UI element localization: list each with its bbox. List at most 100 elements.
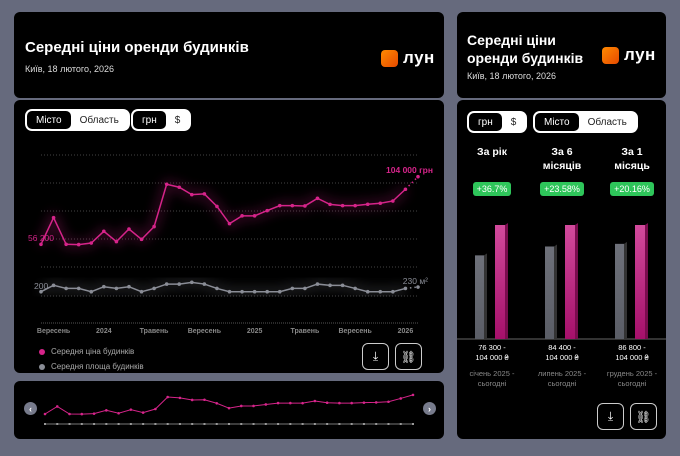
- change-badge: +20.16%: [610, 182, 654, 196]
- region-oblast-option[interactable]: Область: [79, 114, 119, 126]
- range-navigator[interactable]: ‹ ›: [14, 381, 444, 439]
- region-city-option[interactable]: Місто: [535, 113, 579, 131]
- chevron-left-icon[interactable]: ‹: [24, 402, 37, 415]
- navigator-price-line: [44, 394, 414, 415]
- x-tick-label: Вересень: [188, 328, 222, 335]
- range-1-month: 86 800 - 104 000 ₴ грудень 2025 - сьогод…: [597, 343, 667, 389]
- area-point: [416, 285, 420, 289]
- area-point: [139, 289, 144, 294]
- price-point: [190, 192, 194, 197]
- change-badge: +36.7%: [472, 182, 512, 196]
- price-range: 86 800 -: [618, 343, 646, 352]
- navigator-tick: [338, 423, 341, 425]
- price-point: [265, 208, 269, 213]
- navigator-tick: [68, 423, 71, 425]
- area-point: [152, 286, 156, 291]
- price-end-label: 104 000 грн: [386, 165, 433, 175]
- x-tick-label: 2024: [96, 328, 112, 335]
- navigator-tick: [252, 423, 255, 425]
- navigator-tick: [387, 423, 390, 425]
- download-button[interactable]: ⤓: [362, 343, 389, 370]
- region-toggle: Місто Область: [25, 109, 130, 131]
- share-link-button[interactable]: ⛓: [395, 343, 422, 370]
- navigator-point: [325, 401, 329, 405]
- currency-uah-option[interactable]: грн: [469, 113, 502, 131]
- price-point: [353, 203, 357, 208]
- area-point: [328, 283, 332, 288]
- area-point: [227, 289, 232, 294]
- area-point: [64, 286, 68, 291]
- navigator-point: [399, 397, 403, 400]
- region-city-option[interactable]: Місто: [27, 111, 71, 129]
- period-since: грудень 2025 -: [606, 369, 658, 378]
- navigator-point: [362, 401, 366, 404]
- area-point: [265, 289, 269, 294]
- logo-text: лун: [624, 45, 656, 64]
- currency-usd-option[interactable]: $: [174, 114, 181, 126]
- changes-card: грн $ Місто Область За рік +36.7% За 6 м…: [457, 100, 666, 439]
- chevron-right-icon[interactable]: ›: [423, 402, 436, 415]
- area-end-label: 230 м²: [403, 276, 428, 286]
- navigator-tick: [191, 423, 194, 425]
- area-point: [51, 283, 56, 288]
- navigator-point: [178, 396, 182, 400]
- area-point: [102, 284, 106, 289]
- navigator-point: [350, 401, 353, 405]
- price-line-chart: 56 200 104 000 грн 200 230 м² Вересень 2024 Тр…: [28, 154, 433, 335]
- navigator-tick: [56, 423, 59, 425]
- navigator-tick: [80, 423, 83, 425]
- price-point: [416, 174, 420, 179]
- navigator-point: [68, 412, 71, 416]
- bar-to: [495, 225, 505, 339]
- navigator-tick: [289, 423, 292, 425]
- navigator-point: [313, 399, 317, 403]
- navigator-tick: [142, 423, 145, 425]
- bar-from: [615, 243, 624, 339]
- price-point: [152, 224, 156, 229]
- navigator-point: [252, 404, 255, 408]
- download-icon: ⤓: [607, 409, 614, 423]
- navigator-point: [215, 401, 219, 405]
- navigator-point: [276, 401, 280, 405]
- area-dot-icon: [39, 363, 45, 370]
- area-start-label: 200: [34, 281, 48, 291]
- price-point: [177, 185, 182, 190]
- navigator-point: [190, 398, 194, 402]
- legend-area: Середня площа будинків: [39, 362, 144, 371]
- download-button[interactable]: ⤓: [597, 403, 624, 430]
- navigator-tick: [313, 423, 316, 425]
- navigator-point: [80, 412, 84, 416]
- x-tick-label: 2026: [398, 328, 414, 335]
- price-point: [76, 242, 81, 247]
- change-1-month: За 1 місяць +20.16%: [597, 145, 667, 197]
- side-subtitle: Київ, 18 лютого, 2026: [467, 71, 557, 81]
- area-point: [277, 289, 282, 294]
- navigator-tick: [350, 423, 353, 425]
- currency-uah-option[interactable]: грн: [133, 111, 166, 129]
- price-point: [378, 201, 383, 206]
- navigator-tick: [93, 423, 96, 425]
- bar-to: [635, 225, 645, 339]
- x-tick-label: Травень: [140, 328, 170, 335]
- price-point: [340, 203, 345, 208]
- price-range-end: 104 000 ₴: [615, 353, 649, 362]
- region-oblast-option[interactable]: Область: [587, 116, 627, 128]
- x-tick-label: Вересень: [338, 328, 372, 335]
- share-link-button[interactable]: ⛓: [630, 403, 657, 430]
- area-point: [252, 289, 257, 294]
- period-until: сьогодні: [547, 379, 577, 388]
- price-range: 84 400 -: [548, 343, 576, 352]
- area-point: [190, 280, 194, 285]
- navigator-point: [374, 401, 378, 404]
- header-card: Середні ціни оренди будинків Київ, 18 лю…: [14, 12, 444, 98]
- price-point: [240, 214, 244, 218]
- currency-usd-option[interactable]: $: [510, 116, 517, 128]
- price-point: [39, 242, 43, 247]
- navigator-tick: [44, 423, 46, 425]
- area-point: [378, 289, 383, 294]
- price-point: [114, 239, 119, 244]
- navigator-tick: [301, 423, 304, 425]
- price-point: [127, 227, 131, 231]
- price-range-end: 104 000 ₴: [475, 353, 509, 362]
- download-icon: ⤓: [372, 349, 379, 363]
